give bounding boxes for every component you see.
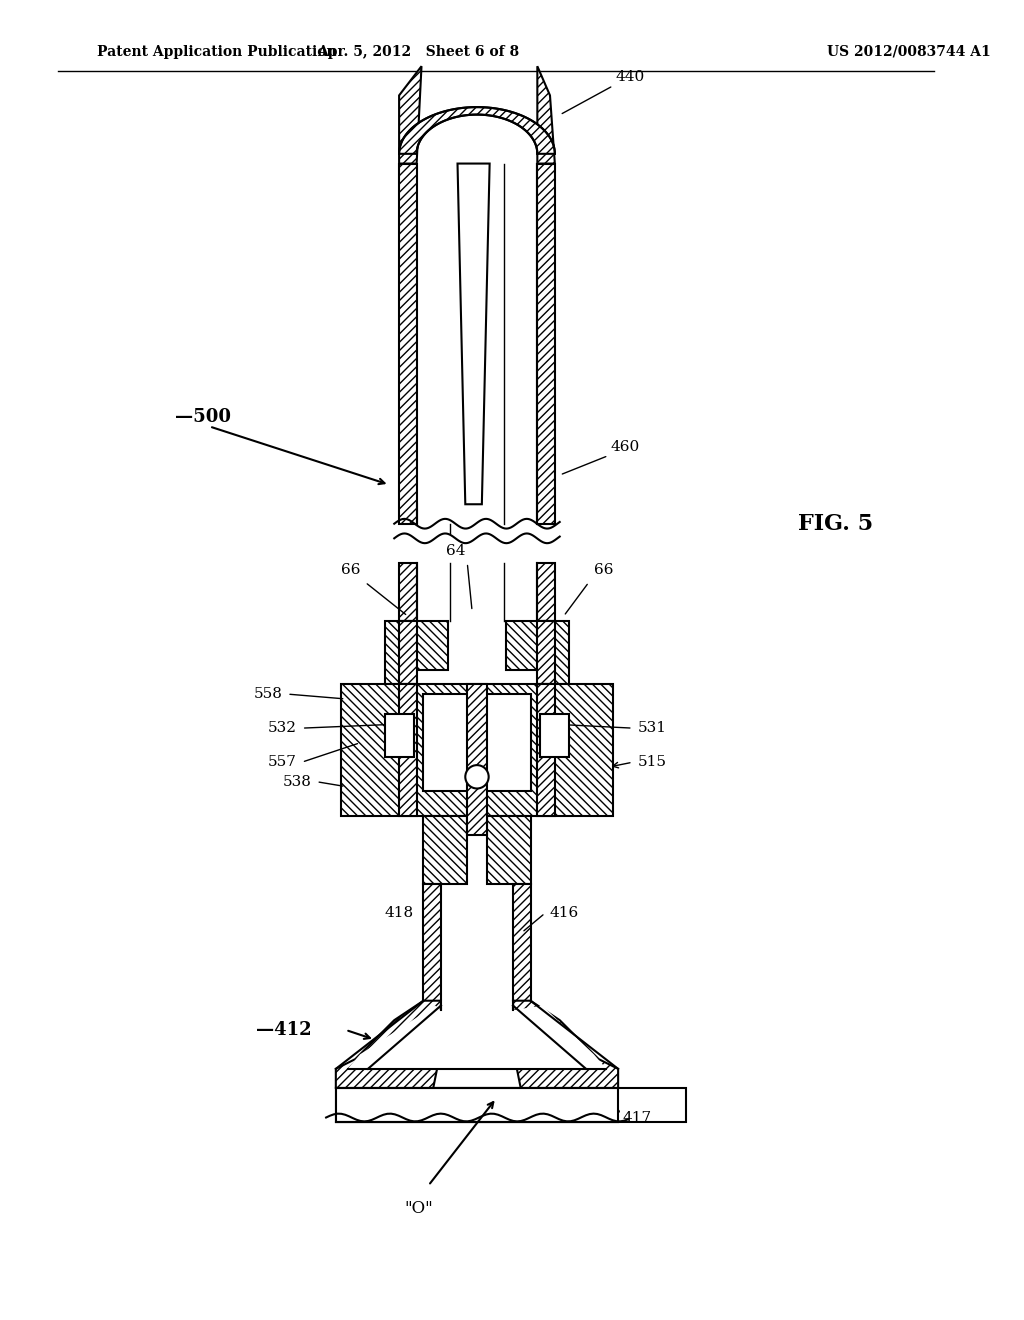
- Polygon shape: [513, 1001, 618, 1098]
- Bar: [538, 622, 555, 684]
- Text: 64: 64: [445, 544, 465, 558]
- Bar: [384, 714, 414, 758]
- Bar: [538, 684, 555, 816]
- Bar: [399, 562, 417, 622]
- Text: 440: 440: [615, 70, 644, 83]
- Bar: [384, 622, 409, 684]
- Text: 558: 558: [253, 688, 283, 701]
- Text: Apr. 5, 2012   Sheet 6 of 8: Apr. 5, 2012 Sheet 6 of 8: [317, 45, 519, 58]
- Bar: [424, 816, 467, 884]
- Bar: [541, 714, 569, 758]
- Bar: [486, 816, 530, 884]
- Bar: [424, 694, 530, 792]
- Text: 417: 417: [623, 1110, 652, 1125]
- Bar: [545, 622, 569, 684]
- Polygon shape: [336, 1088, 618, 1122]
- Polygon shape: [399, 107, 555, 154]
- Polygon shape: [399, 66, 422, 164]
- Text: 66: 66: [341, 564, 360, 577]
- Text: 557: 557: [268, 755, 297, 770]
- Polygon shape: [538, 66, 555, 164]
- Polygon shape: [336, 1001, 441, 1098]
- Bar: [399, 684, 417, 816]
- Polygon shape: [458, 164, 489, 504]
- Bar: [399, 164, 417, 524]
- Text: 66: 66: [594, 564, 613, 577]
- Text: —412: —412: [256, 1020, 311, 1039]
- Bar: [399, 622, 417, 684]
- Text: 460: 460: [610, 440, 640, 454]
- Bar: [506, 622, 545, 669]
- Bar: [336, 1088, 686, 1122]
- Text: 515: 515: [638, 755, 667, 770]
- Bar: [424, 884, 441, 1010]
- Text: 538: 538: [283, 775, 311, 788]
- Bar: [467, 684, 486, 836]
- Text: "O": "O": [404, 1200, 433, 1217]
- Circle shape: [465, 766, 488, 788]
- Text: 532: 532: [268, 721, 297, 735]
- Text: 531: 531: [638, 721, 667, 735]
- Text: US 2012/0083744 A1: US 2012/0083744 A1: [827, 45, 991, 58]
- Text: Patent Application Publication: Patent Application Publication: [97, 45, 337, 58]
- Text: FIG. 5: FIG. 5: [799, 512, 873, 535]
- Text: 418: 418: [385, 906, 414, 920]
- Text: —500: —500: [175, 408, 231, 425]
- Bar: [538, 164, 555, 524]
- Bar: [538, 562, 555, 622]
- Bar: [513, 884, 530, 1010]
- Bar: [409, 622, 447, 669]
- Polygon shape: [347, 1006, 606, 1069]
- Polygon shape: [341, 684, 613, 816]
- Text: 416: 416: [550, 906, 580, 920]
